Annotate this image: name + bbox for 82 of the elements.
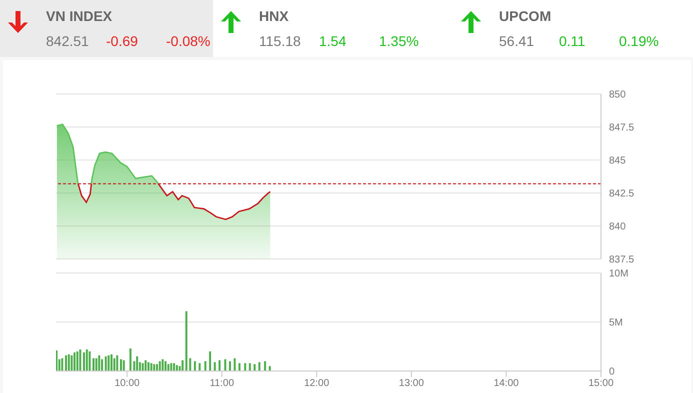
bar (83, 352, 86, 371)
bar (162, 359, 164, 371)
bar (122, 360, 125, 371)
bar (86, 349, 88, 371)
bar (61, 358, 64, 371)
text: VN INDEX (46, 8, 112, 24)
data-label: 1.54 (319, 33, 346, 49)
bar (173, 363, 176, 371)
bar (244, 363, 246, 371)
bar (194, 361, 196, 371)
data-label: 1.35% (379, 33, 419, 49)
y-tick-label: 845 (609, 156, 626, 167)
bar (214, 362, 216, 371)
bar (104, 356, 107, 371)
text: 842.51 (46, 33, 89, 49)
bar (95, 358, 98, 371)
data-label: -0.08% (166, 33, 210, 49)
x-tick-label: 14:00 (494, 378, 520, 390)
bar (268, 366, 271, 371)
bar (129, 348, 132, 371)
bar (156, 364, 158, 371)
bar (238, 363, 240, 371)
bar (98, 355, 100, 371)
y-tick-label: 0 (609, 366, 615, 378)
bar (116, 355, 118, 371)
text: HNX (259, 8, 289, 24)
x-tick-label: 11:00 (210, 378, 234, 390)
x-tick-label: 15:00 (588, 378, 614, 390)
bar (185, 311, 188, 371)
text: 56.41 (499, 33, 534, 49)
bar (264, 361, 266, 371)
x-tick-label: 13:00 (398, 378, 424, 390)
bar (204, 361, 206, 371)
bar (167, 364, 170, 371)
bar (56, 350, 58, 371)
y-tick-label: 842.5 (609, 188, 634, 200)
bar (248, 363, 251, 371)
y-tick-label: 10M (609, 268, 628, 280)
bar (198, 363, 201, 371)
bar (65, 355, 68, 371)
bar (209, 351, 212, 371)
bar (182, 360, 184, 371)
data-label: -0.69 (106, 33, 138, 49)
bar (176, 365, 178, 371)
data-label: 0.19% (619, 33, 659, 49)
bar (79, 349, 82, 371)
bar (234, 358, 236, 371)
y-tick-label: 840 (609, 222, 626, 233)
bar (76, 351, 78, 371)
y-tick-label: 850 (609, 90, 626, 101)
bar (110, 354, 112, 371)
bar (144, 360, 147, 371)
text: 115.18 (259, 33, 301, 49)
bar (108, 355, 110, 371)
x-tick-label: 12:00 (304, 378, 330, 390)
bar (101, 359, 104, 371)
bar (258, 362, 260, 371)
bar (113, 358, 116, 371)
bar (158, 361, 161, 371)
bar (224, 359, 226, 371)
y-tick-label: 837.5 (609, 254, 634, 266)
bar (74, 352, 76, 371)
bar (92, 358, 94, 371)
bar (120, 359, 122, 371)
bar (153, 364, 156, 371)
y-tick-label: 847.5 (609, 122, 634, 134)
y-tick-label: 5M (609, 318, 623, 329)
bar (150, 363, 152, 371)
x-tick-label: 10:00 (114, 378, 140, 390)
bar (136, 356, 138, 371)
bar (164, 361, 167, 371)
bar (228, 361, 231, 371)
bar (70, 355, 73, 371)
bar (147, 362, 150, 371)
bar (218, 360, 221, 371)
bar (88, 351, 91, 371)
bar (142, 363, 144, 371)
bar (170, 363, 172, 371)
data-label: 0.11 (559, 33, 586, 49)
bar (254, 364, 256, 371)
bar (68, 354, 70, 371)
text: UPCOM (499, 8, 552, 24)
